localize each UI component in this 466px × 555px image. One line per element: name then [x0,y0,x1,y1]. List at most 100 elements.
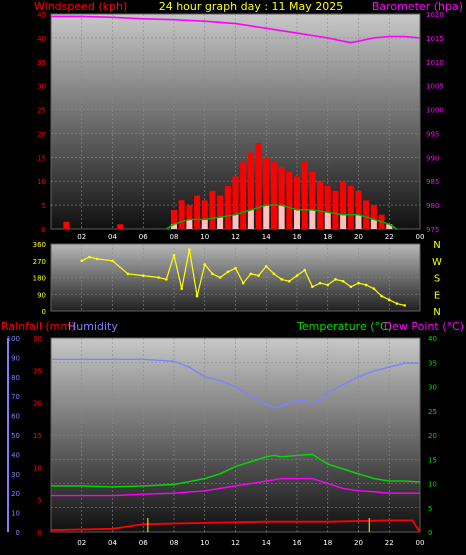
temp-hum-ticks: 0102030405060708090100051015202530051015… [7,335,437,547]
humidity-tick-label: 30 [11,471,20,479]
compass-label: N [433,307,440,318]
dew-point-line [51,477,420,497]
wind-speed-bar [332,190,339,229]
wind-speed-bar [232,176,239,229]
wind-low-bar [217,217,224,229]
x-tick-label: 10 [200,233,209,241]
wind-speed-bar [194,195,201,229]
direction-point [264,265,268,268]
direction-point [180,287,183,290]
wind-speed-bar [324,186,331,229]
humidity-tick-label: 0 [16,529,20,537]
wind-speed-bar [278,166,285,229]
wind-low-bar [201,219,208,229]
humidity-tick-label: 100 [7,335,20,343]
x-tick-label: 22 [385,539,394,547]
x-tick-label: 06 [139,233,148,241]
x-tick-label: 16 [293,233,302,241]
baro-tick-label: 1020 [426,11,444,19]
baro-tick-label: 990 [426,154,439,162]
wind-speed-bar [263,157,270,229]
x-tick-label: 18 [323,233,332,241]
wind-low-bar [171,224,177,229]
x-tick-label: 12 [231,539,240,547]
wind-low-bar [278,205,285,229]
wind-speed-bar [301,162,308,229]
wind-speed-bar [240,162,247,229]
rain-tick-label: 5 [38,497,42,505]
wind-tick-label: 5 [42,202,46,210]
wind-low-bar [355,214,362,229]
direction-point [188,248,191,251]
wind-tick-label: 20 [37,130,46,138]
dew-point-axis-title: Dew Point (°C) [384,320,464,333]
x-tick-label: 04 [108,233,117,241]
rain-tick-label: 10 [33,464,42,472]
temp-tick-label: 0 [428,529,432,537]
wind-speed-bar [171,209,177,229]
x-tick-label: 22 [385,233,394,241]
wind-speed-bar [270,162,277,229]
temperature-axis-title: Temperature (°C) [296,320,392,333]
humidity-axis-title: Humidity [68,320,118,333]
humidity-tick-label: 50 [11,432,20,440]
x-tick-label: 04 [108,539,117,547]
humidity-line [51,358,420,409]
direction-point [387,298,391,302]
wind-low-bar [324,212,331,229]
x-tick-label: 02 [77,539,86,547]
direction-point [295,274,299,277]
wind-low-bar [370,219,377,229]
direction-point [88,255,91,259]
wind-low-bar [263,205,270,229]
temperature-line [51,453,421,488]
direction-point [280,278,283,281]
humidity-tick-label: 90 [11,354,20,362]
humidity-tick-label: 20 [11,490,20,498]
baro-tick-label: 985 [426,178,439,186]
wind-low-bar [186,219,193,229]
temp-tick-label: 15 [428,456,437,464]
wind-speed-bar [340,181,347,229]
wind-speed-bar [247,152,254,229]
wind-low-bar [386,224,393,229]
temp-tick-label: 10 [428,481,437,489]
x-tick-label: 00 [416,539,425,547]
wind-tick-label: 35 [37,59,46,67]
wind-speed-bar [201,200,208,229]
wind-tick-label: 45 [37,11,46,19]
wind-tick-label: 25 [37,107,46,115]
direction-tick-label: 360 [33,241,46,249]
direction-tick-label: 270 [33,258,46,266]
direction-point [172,253,176,257]
direction-point [395,302,399,305]
wind-tick-label: 15 [37,154,46,162]
x-tick-label: 20 [354,539,363,547]
rain-tick-label: 0 [38,529,42,537]
direction-point [341,279,345,283]
compass-label: S [434,274,440,285]
direction-point [126,272,130,276]
wind-tick-label: 0 [42,226,46,234]
baro-tick-label: 980 [426,202,439,210]
wind-speed-bar [224,186,231,229]
direction-point [111,259,114,263]
humidity-tick-label: 80 [11,374,20,382]
x-tick-label: 02 [77,233,86,241]
baro-tick-label: 1000 [426,107,444,115]
x-tick-label: 16 [293,539,302,547]
x-tick-label: 20 [354,233,363,241]
wind-average-line [165,204,398,230]
wind-speed-bar [117,224,124,229]
wind-low-bar [309,209,316,229]
wind-speed-bar [217,195,224,229]
wind-baro-series [51,15,421,230]
wind-speed-bar [363,200,370,229]
x-tick-label: 14 [262,233,271,241]
wind-speed-bar [255,143,262,229]
temp-tick-label: 5 [428,505,432,513]
wind-speed-bar [370,205,377,229]
wind-speed-bar [347,186,354,229]
direction-point [272,272,276,276]
